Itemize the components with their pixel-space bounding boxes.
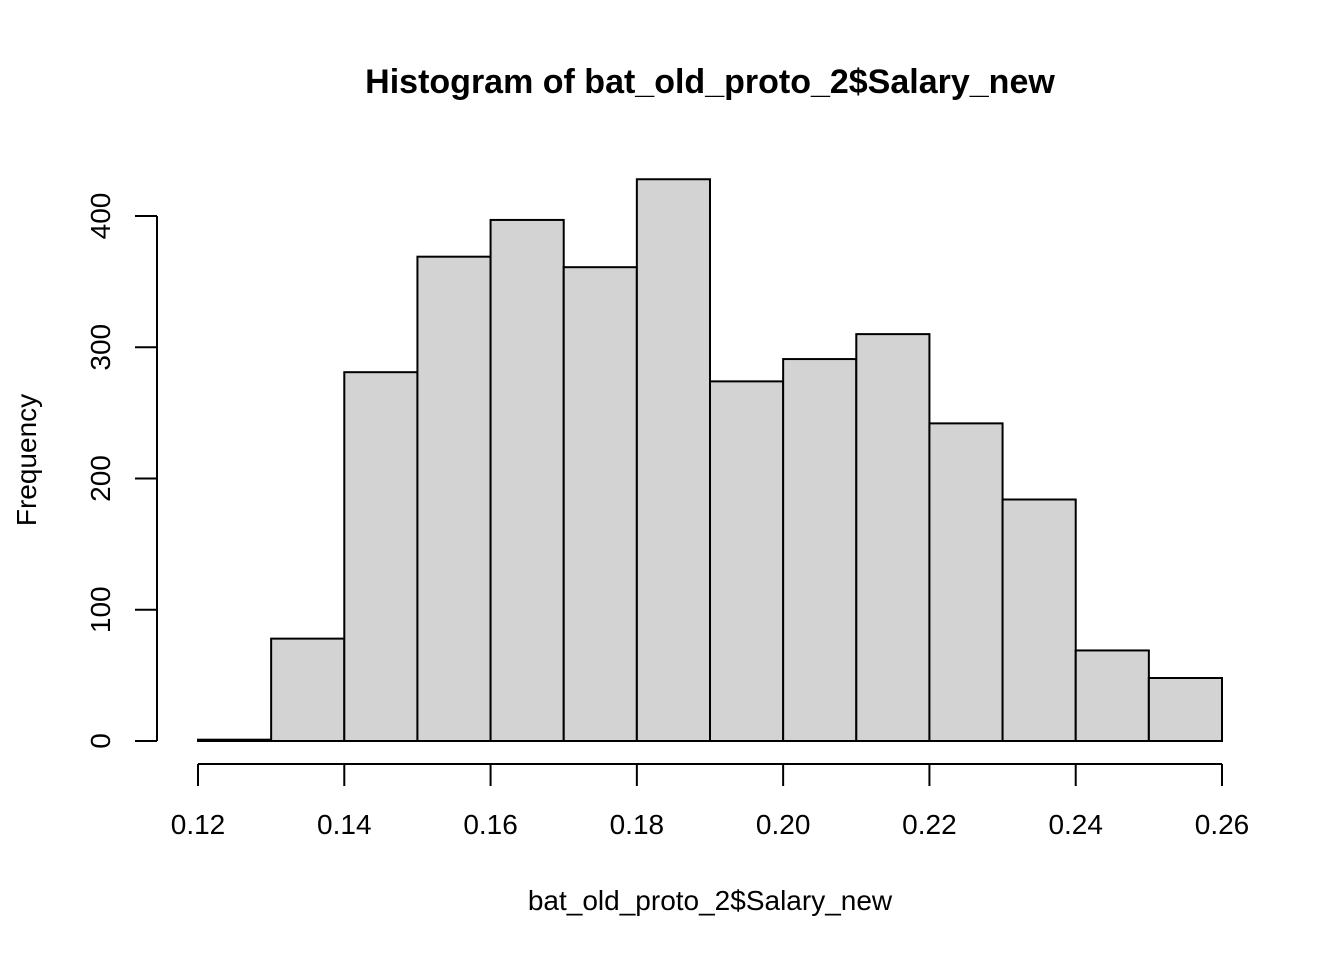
x-tick-label: 0.18 xyxy=(610,809,665,840)
x-tick-label: 0.20 xyxy=(756,809,811,840)
histogram-bar xyxy=(1001,498,1077,742)
x-tick-label: 0.12 xyxy=(171,809,226,840)
histogram-bar xyxy=(635,178,711,742)
histogram-bar xyxy=(416,255,492,742)
y-tick-label: 100 xyxy=(85,586,116,633)
histogram-bar xyxy=(709,380,785,742)
histogram-bar xyxy=(1147,677,1224,742)
x-axis: 0.12 0.14 0.16 0.18 0.20 0.22 0.24 0.26 xyxy=(171,763,1250,840)
histogram-bar xyxy=(855,333,931,742)
bars-group xyxy=(197,178,1224,742)
y-axis: 0 100 200 300 400 xyxy=(85,193,158,749)
histogram-bar xyxy=(1074,649,1150,742)
histogram-bar xyxy=(343,371,419,742)
y-tick-label: 200 xyxy=(85,455,116,502)
y-tick-label: 0 xyxy=(85,733,116,749)
histogram-bar xyxy=(197,738,273,742)
histogram-bar xyxy=(562,266,638,742)
y-tick-label: 400 xyxy=(85,193,116,240)
x-tick-label: 0.26 xyxy=(1195,809,1250,840)
histogram-bar xyxy=(489,218,565,742)
chart-title: Histogram of bat_old_proto_2$Salary_new xyxy=(365,63,1055,101)
histogram-bar xyxy=(270,637,346,742)
y-tick-label: 300 xyxy=(85,324,116,371)
y-axis-label: Frequency xyxy=(11,394,42,526)
x-tick-label: 0.22 xyxy=(902,809,957,840)
x-tick-label: 0.24 xyxy=(1048,809,1103,840)
histogram-bar xyxy=(928,422,1004,742)
x-tick-label: 0.14 xyxy=(317,809,372,840)
histogram-bar xyxy=(782,358,858,742)
x-axis-label: bat_old_proto_2$Salary_new xyxy=(528,885,893,916)
x-tick-label: 0.16 xyxy=(463,809,518,840)
